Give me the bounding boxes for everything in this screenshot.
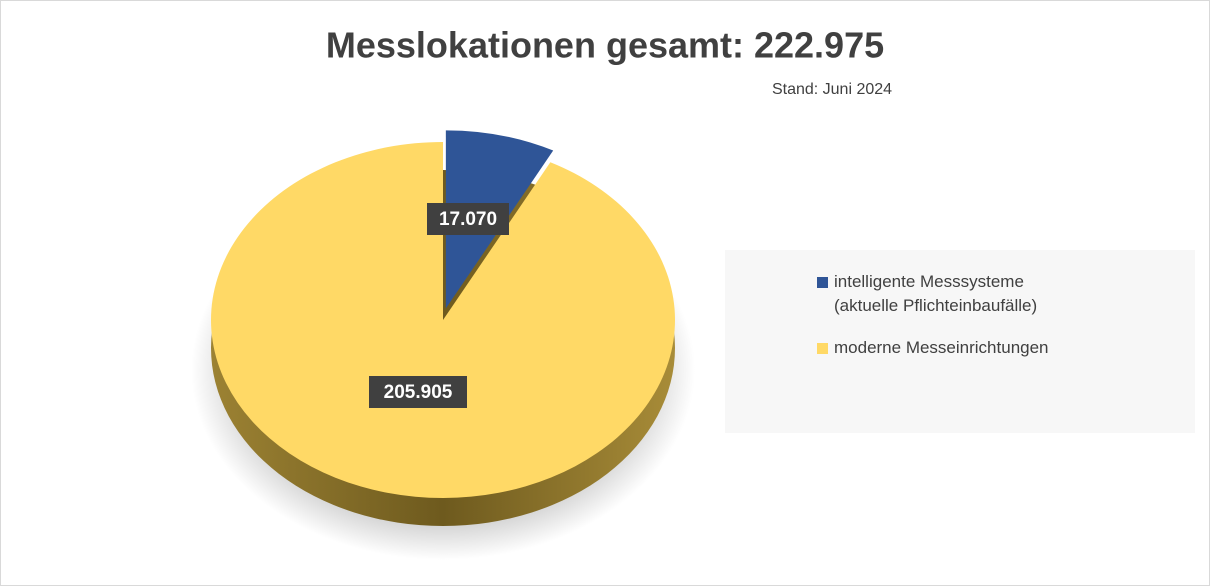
legend: intelligente Messsysteme (aktuelle Pflic… xyxy=(725,250,1195,433)
data-label-box xyxy=(369,376,467,408)
chart-title: Messlokationen gesamt: 222.975 xyxy=(326,25,884,66)
pie-slice xyxy=(210,142,675,499)
data-label: 17.070 xyxy=(439,209,497,230)
legend-label: intelligente Messsysteme (aktuelle Pflic… xyxy=(834,272,1038,315)
legend-item: moderne Messeinrichtungen xyxy=(817,336,1195,360)
legend-swatch xyxy=(817,277,828,288)
chart-subtitle: Stand: Juni 2024 xyxy=(772,81,892,98)
legend-item: intelligente Messsysteme (aktuelle Pflic… xyxy=(817,270,1195,318)
data-labels: 17.070 205.905 xyxy=(369,203,509,408)
data-label-box xyxy=(427,203,509,235)
legend-swatch xyxy=(817,343,828,354)
data-label: 205.905 xyxy=(384,382,453,403)
legend-label: moderne Messeinrichtungen xyxy=(834,338,1049,357)
